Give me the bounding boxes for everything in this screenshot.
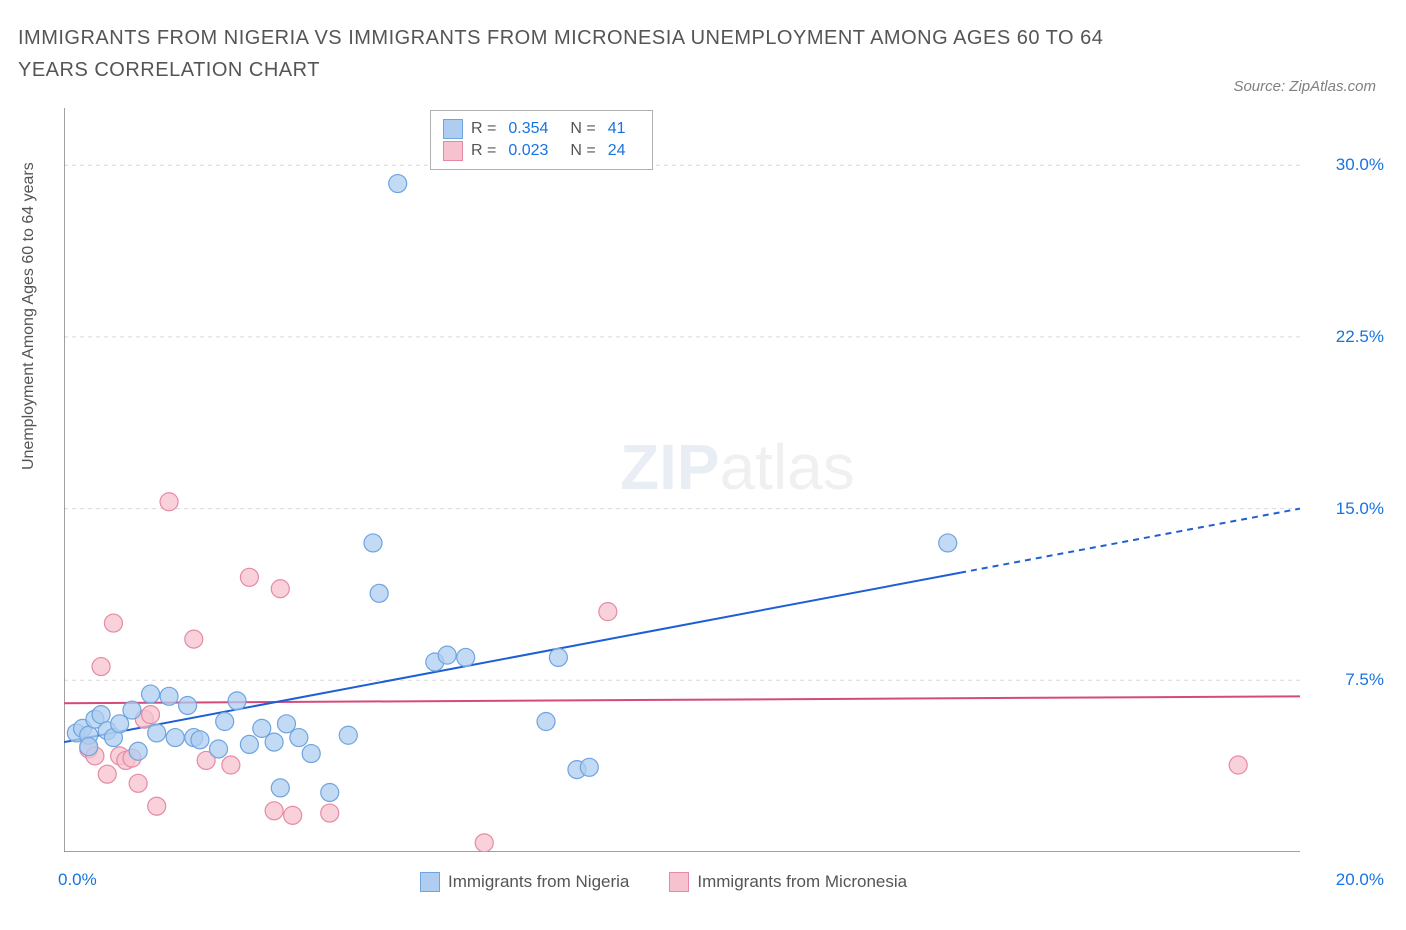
scatter-chart <box>64 108 1300 852</box>
n-label: N = <box>570 120 595 138</box>
nigeria-r-value: 0.354 <box>508 120 548 138</box>
micronesia-n-value: 24 <box>608 142 626 160</box>
nigeria-swatch <box>420 872 440 892</box>
nigeria-swatch <box>443 119 463 139</box>
y-tick-label: 22.5% <box>1336 327 1384 347</box>
y-tick-label: 30.0% <box>1336 155 1384 175</box>
r-label: R = <box>471 142 496 160</box>
micronesia-swatch <box>669 872 689 892</box>
nigeria-label: Immigrants from Nigeria <box>448 872 629 892</box>
y-tick-label: 15.0% <box>1336 499 1384 519</box>
micronesia-r-value: 0.023 <box>508 142 548 160</box>
source-attribution: Source: ZipAtlas.com <box>1233 78 1376 95</box>
y-axis-label: Unemployment Among Ages 60 to 64 years <box>20 162 38 470</box>
y-tick-label: 7.5% <box>1345 670 1384 690</box>
series-legend-item: Immigrants from Nigeria <box>420 872 629 892</box>
r-label: R = <box>471 120 496 138</box>
stats-legend-row: R = 0.354 N = 41 <box>443 119 640 139</box>
micronesia-swatch <box>443 141 463 161</box>
stats-legend-row: R = 0.023 N = 24 <box>443 141 640 161</box>
chart-title: IMMIGRANTS FROM NIGERIA VS IMMIGRANTS FR… <box>18 22 1118 86</box>
series-legend-item: Immigrants from Micronesia <box>669 872 907 892</box>
stats-legend: R = 0.354 N = 41 R = 0.023 N = 24 <box>430 110 653 170</box>
n-label: N = <box>570 142 595 160</box>
x-tick-label: 0.0% <box>58 870 97 890</box>
nigeria-n-value: 41 <box>608 120 626 138</box>
x-tick-label: 20.0% <box>1336 870 1384 890</box>
micronesia-label: Immigrants from Micronesia <box>697 872 907 892</box>
series-legend: Immigrants from Nigeria Immigrants from … <box>420 872 907 892</box>
